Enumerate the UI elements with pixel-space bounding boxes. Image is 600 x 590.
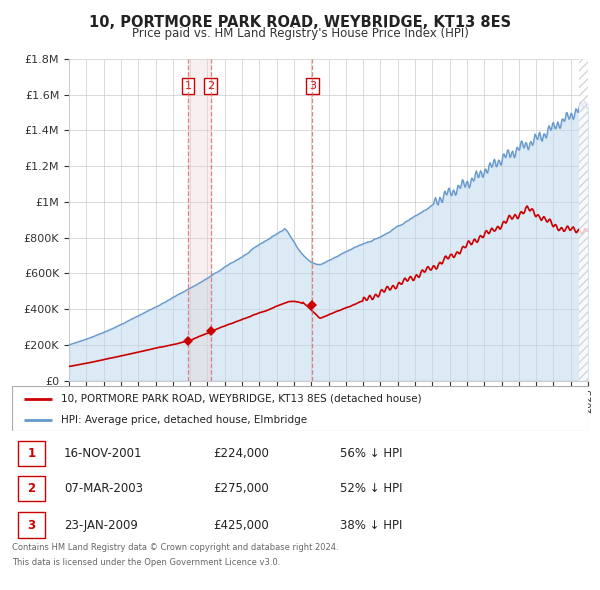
- Text: 38% ↓ HPI: 38% ↓ HPI: [340, 519, 403, 532]
- Text: 07-MAR-2003: 07-MAR-2003: [64, 481, 143, 495]
- Bar: [18, 476, 46, 501]
- Bar: [188, 59, 211, 381]
- Text: 16-NOV-2001: 16-NOV-2001: [64, 447, 142, 460]
- Text: £425,000: £425,000: [214, 519, 269, 532]
- Text: £224,000: £224,000: [214, 447, 269, 460]
- Text: 1: 1: [28, 447, 35, 460]
- Text: Contains HM Land Registry data © Crown copyright and database right 2024.: Contains HM Land Registry data © Crown c…: [12, 543, 338, 552]
- Text: Price paid vs. HM Land Registry's House Price Index (HPI): Price paid vs. HM Land Registry's House …: [131, 27, 469, 40]
- Text: 23-JAN-2009: 23-JAN-2009: [64, 519, 138, 532]
- Text: 52% ↓ HPI: 52% ↓ HPI: [340, 481, 403, 495]
- Text: 2: 2: [207, 81, 214, 91]
- Text: 56% ↓ HPI: 56% ↓ HPI: [340, 447, 403, 460]
- Text: 1: 1: [185, 81, 191, 91]
- Text: 10, PORTMORE PARK ROAD, WEYBRIDGE, KT13 8ES (detached house): 10, PORTMORE PARK ROAD, WEYBRIDGE, KT13 …: [61, 394, 422, 404]
- Text: £275,000: £275,000: [214, 481, 269, 495]
- Text: 10, PORTMORE PARK ROAD, WEYBRIDGE, KT13 8ES: 10, PORTMORE PARK ROAD, WEYBRIDGE, KT13 …: [89, 15, 511, 30]
- Text: 2: 2: [28, 481, 35, 495]
- Text: 3: 3: [309, 81, 316, 91]
- Text: 3: 3: [28, 519, 35, 532]
- Bar: [18, 441, 46, 466]
- Text: HPI: Average price, detached house, Elmbridge: HPI: Average price, detached house, Elmb…: [61, 415, 307, 425]
- Bar: [18, 512, 46, 537]
- Text: This data is licensed under the Open Government Licence v3.0.: This data is licensed under the Open Gov…: [12, 558, 280, 566]
